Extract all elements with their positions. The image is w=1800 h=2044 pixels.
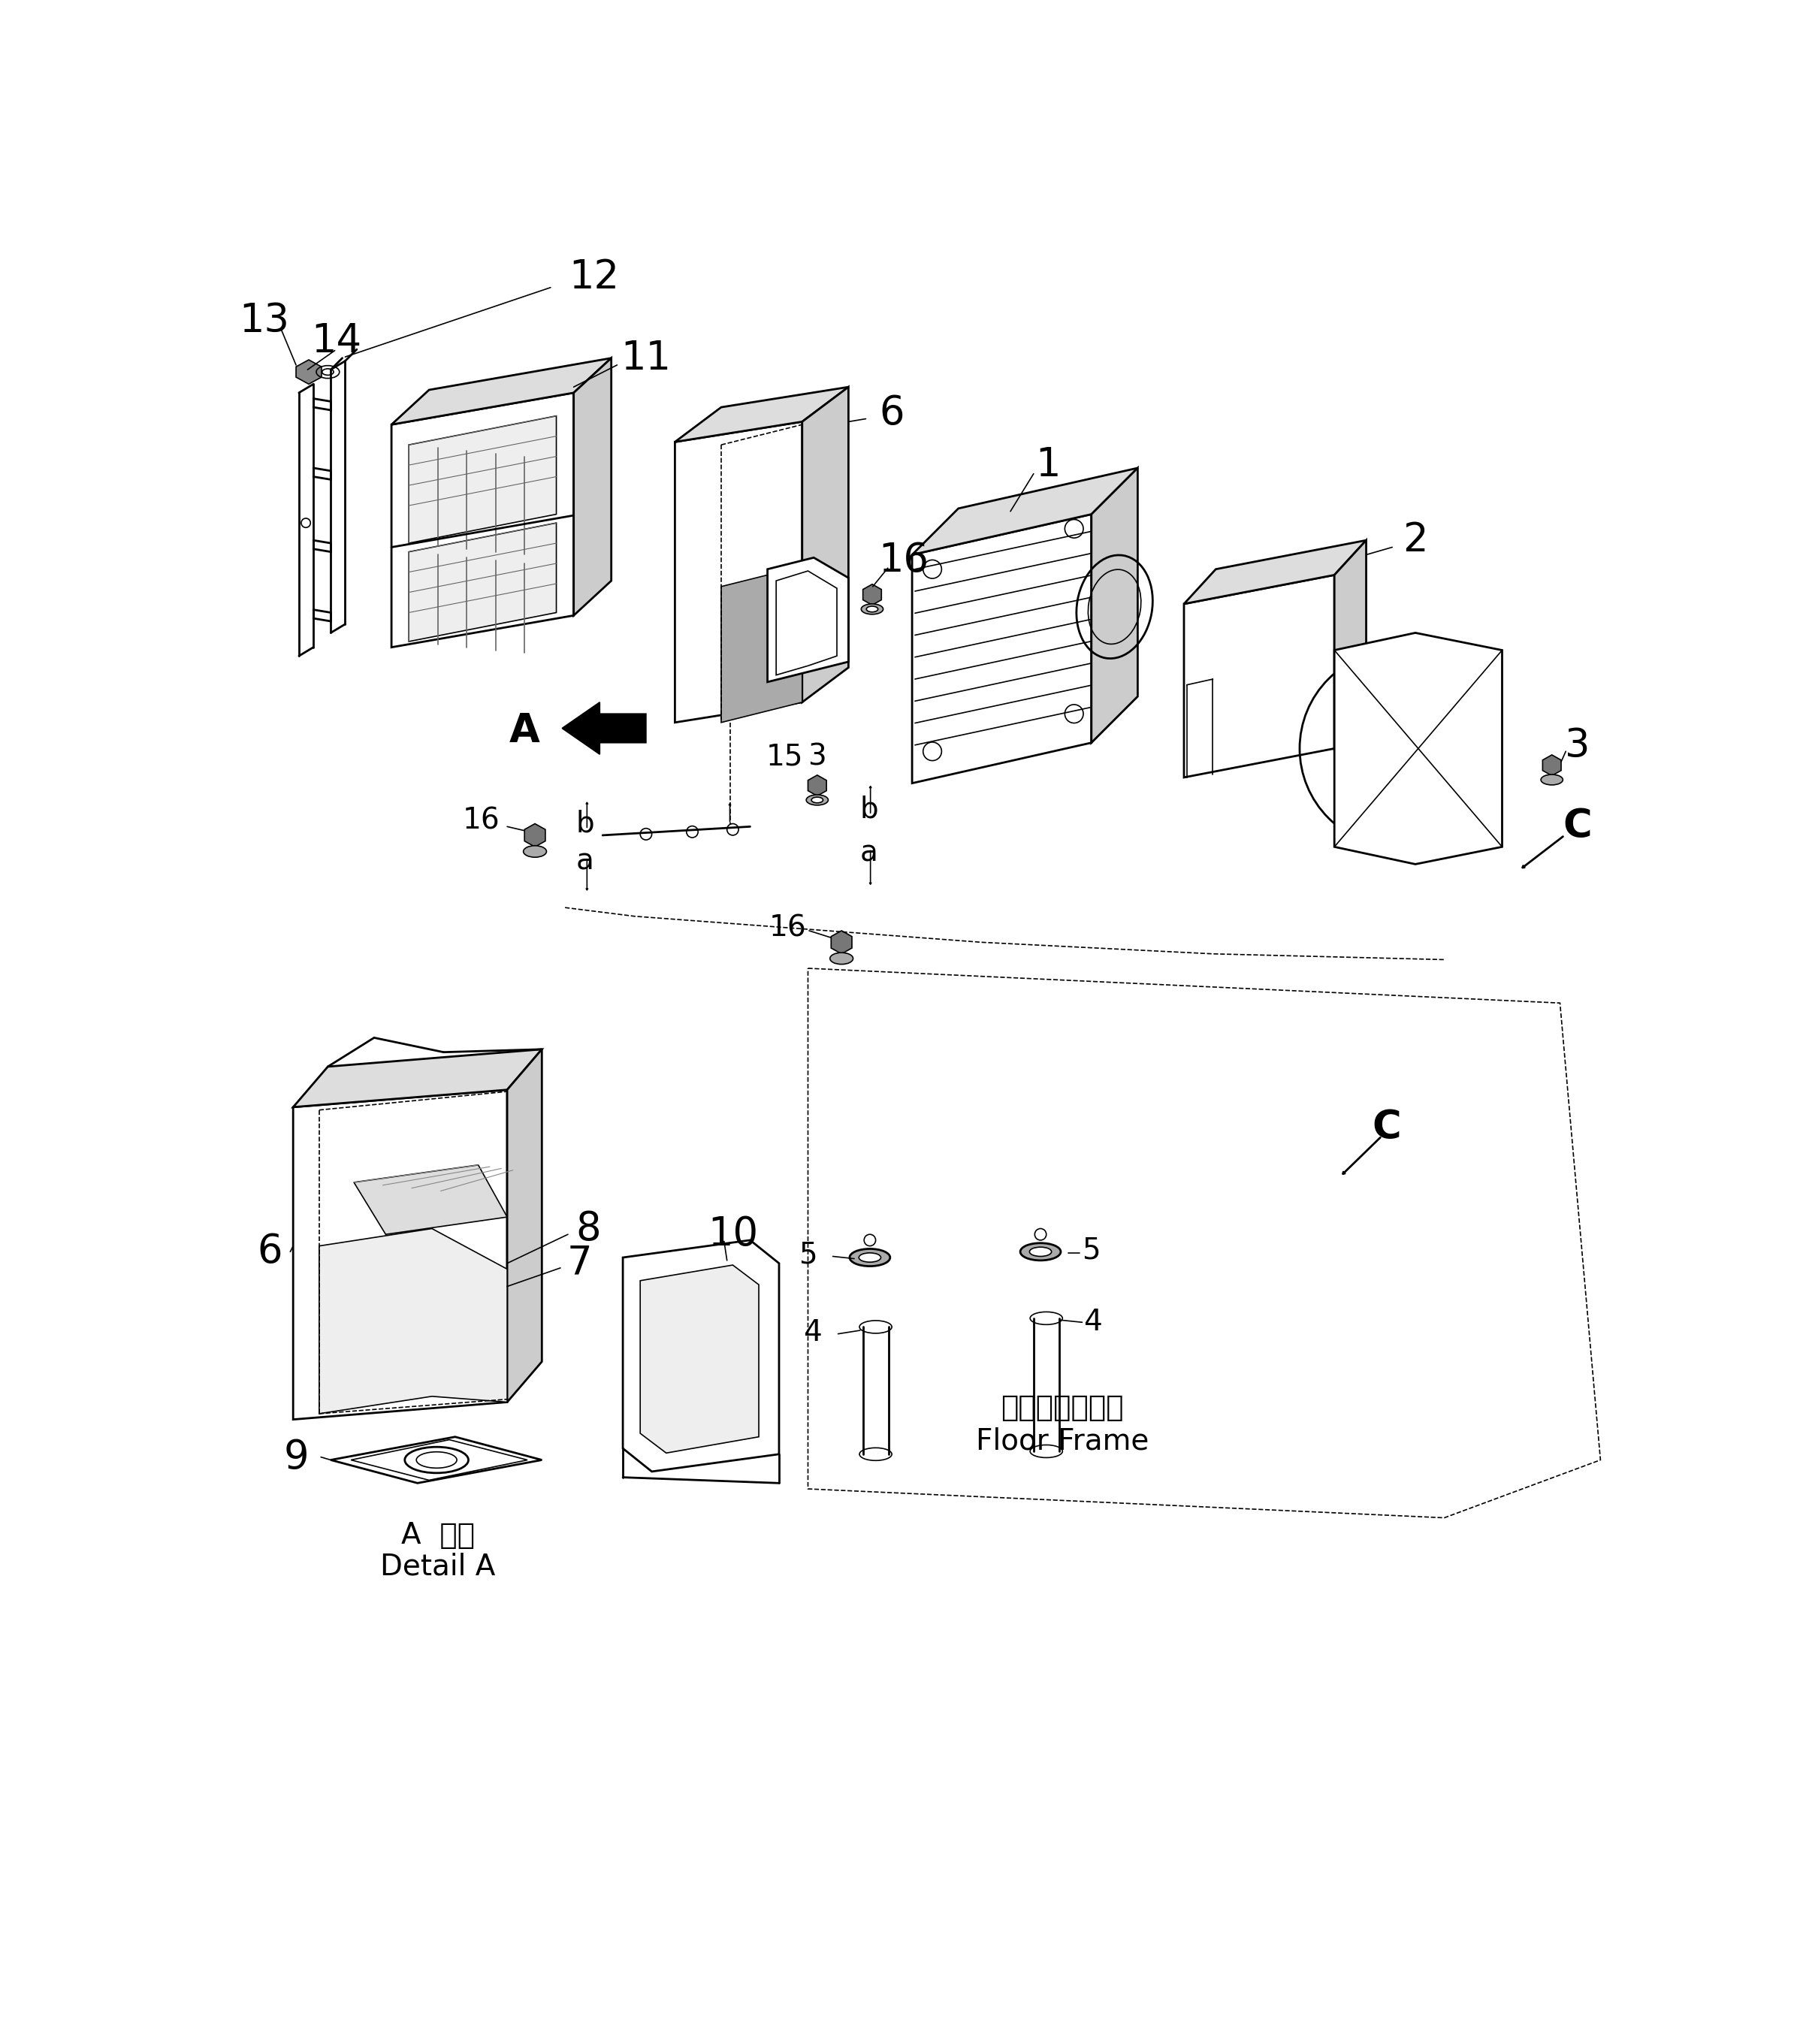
Ellipse shape [524,846,547,856]
Text: A: A [509,711,540,750]
Polygon shape [391,392,574,648]
Polygon shape [293,1049,542,1108]
Text: 1: 1 [1035,446,1060,484]
Polygon shape [295,360,322,384]
Text: 14: 14 [311,321,362,360]
Ellipse shape [1021,1243,1060,1261]
Ellipse shape [1030,1312,1062,1325]
Text: 4: 4 [803,1318,823,1347]
Text: 10: 10 [707,1214,758,1253]
Text: a: a [576,846,594,875]
Text: 5: 5 [1082,1237,1100,1265]
Text: b: b [859,795,878,824]
Text: C: C [1562,807,1591,846]
Polygon shape [355,1165,508,1235]
Polygon shape [1543,754,1561,775]
Text: 16: 16 [878,542,929,580]
Ellipse shape [1541,775,1562,785]
Polygon shape [803,386,848,703]
Polygon shape [1091,468,1138,742]
Ellipse shape [850,1249,891,1265]
Text: C: C [1372,1108,1400,1147]
Polygon shape [675,386,848,442]
Polygon shape [832,930,851,955]
Text: 15: 15 [767,742,803,771]
Polygon shape [862,585,882,605]
Text: 8: 8 [576,1210,601,1249]
Text: Detail A: Detail A [380,1553,495,1582]
Text: 11: 11 [621,339,671,378]
Ellipse shape [1030,1445,1062,1457]
Text: 2: 2 [1402,521,1427,560]
Ellipse shape [866,607,878,611]
Polygon shape [1184,574,1334,777]
Text: b: b [576,809,594,838]
Polygon shape [524,824,545,846]
Text: 13: 13 [239,300,290,339]
Ellipse shape [859,1253,880,1261]
Polygon shape [391,358,612,425]
Polygon shape [913,468,1138,554]
Ellipse shape [830,953,853,965]
Text: 5: 5 [799,1241,817,1269]
Text: a: a [860,838,878,867]
Text: 12: 12 [569,258,619,296]
Text: 3: 3 [808,742,826,771]
Polygon shape [623,1241,779,1472]
Polygon shape [574,358,612,615]
Polygon shape [331,1437,542,1484]
Polygon shape [409,415,556,544]
Polygon shape [319,1228,508,1414]
Text: 7: 7 [567,1243,592,1284]
Text: フロアフレーム: フロアフレーム [1001,1394,1123,1423]
Polygon shape [409,523,556,642]
Polygon shape [562,703,646,754]
Text: Floor Frame: Floor Frame [976,1427,1148,1455]
Text: 16: 16 [463,807,500,836]
Polygon shape [508,1049,542,1402]
Polygon shape [293,1089,508,1419]
Text: A  詳細: A 詳細 [401,1521,475,1549]
Ellipse shape [859,1320,891,1333]
Polygon shape [722,566,803,722]
Polygon shape [808,775,826,795]
Polygon shape [1184,540,1366,603]
Polygon shape [641,1265,760,1453]
Text: 4: 4 [1084,1308,1102,1337]
Ellipse shape [860,603,884,615]
Polygon shape [767,558,848,683]
Text: 16: 16 [769,914,806,942]
Text: 6: 6 [257,1233,283,1271]
Ellipse shape [806,795,828,805]
Polygon shape [913,515,1091,783]
Polygon shape [1334,540,1366,748]
Text: 9: 9 [283,1437,308,1476]
Text: 3: 3 [1564,726,1589,764]
Polygon shape [1334,634,1503,865]
Ellipse shape [859,1447,891,1461]
Ellipse shape [812,797,823,803]
Polygon shape [675,421,803,722]
Text: 6: 6 [878,394,904,433]
Ellipse shape [1030,1247,1051,1257]
